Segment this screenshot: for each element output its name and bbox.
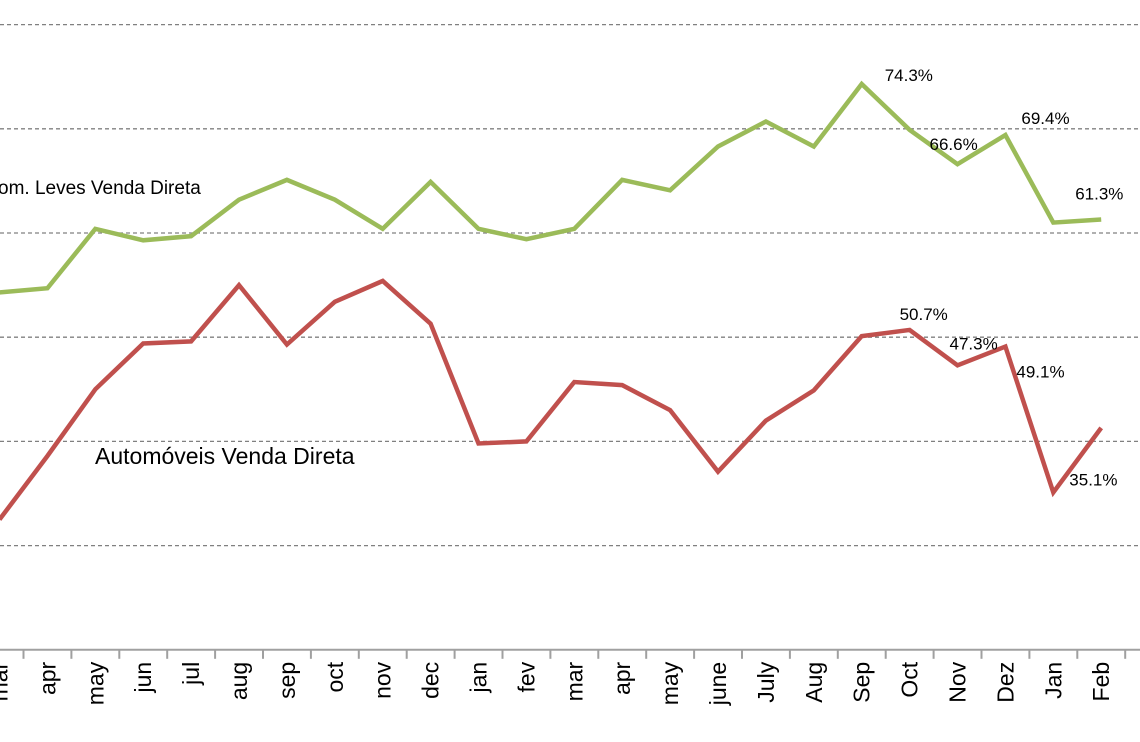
series-line-0 <box>0 80 1102 295</box>
x-tick-label: July <box>753 661 779 702</box>
x-tick-label: mar <box>0 661 13 701</box>
x-tick-label: Nov <box>945 661 971 702</box>
data-label: 50.7% <box>900 305 948 324</box>
x-tick-label: nov <box>370 661 396 699</box>
series-name-automoveis: Automóveis Venda Direta <box>95 443 355 469</box>
x-tick-label: jan <box>466 662 492 694</box>
data-label: 69.4% <box>1021 109 1069 128</box>
x-tick-label: may <box>657 661 683 705</box>
x-tick-label: dec <box>418 662 444 699</box>
x-tick-label: june <box>705 662 731 706</box>
x-tick-label: sep <box>274 662 300 699</box>
gridlines <box>0 23 1140 547</box>
x-tick-label: jun <box>130 662 156 694</box>
x-tick-label: jul <box>178 662 204 686</box>
data-labels: 74.3% 66.6% 69.4% 61.3% 50.7%47.3% 49.1% 35.1% <box>885 66 1124 489</box>
x-tick-label: Oct <box>897 661 923 697</box>
x-tick-label: Sep <box>849 662 875 703</box>
x-tick-label: mar <box>561 661 587 701</box>
series <box>0 80 1104 521</box>
x-tick-label: may <box>82 661 108 705</box>
x-tick-label: Jan <box>1040 662 1066 699</box>
data-label: 74.3% <box>885 66 933 85</box>
data-label: 61.3% <box>1075 184 1123 203</box>
data-label: 35.1% <box>1069 470 1117 489</box>
x-tick-label: Feb <box>1088 662 1114 702</box>
data-label: 47.3% <box>950 334 998 353</box>
x-tick-label: oct <box>322 661 348 692</box>
x-axis: mar apr may jun jul aug sep oct nov dec jan fev mar a… <box>0 648 1140 706</box>
x-tick-label: apr <box>609 661 635 695</box>
series-name-leves: om. Leves Venda Direta <box>0 178 201 199</box>
x-tick-label: Aug <box>801 662 827 703</box>
x-tick-label: fev <box>513 661 539 692</box>
x-tick-label: apr <box>34 661 60 695</box>
series-line-1 <box>0 278 1104 521</box>
data-label: 66.6% <box>930 135 978 154</box>
x-tick-label: aug <box>226 662 252 700</box>
data-label: 49.1% <box>1016 363 1064 382</box>
x-tick-label: Dez <box>992 662 1018 703</box>
